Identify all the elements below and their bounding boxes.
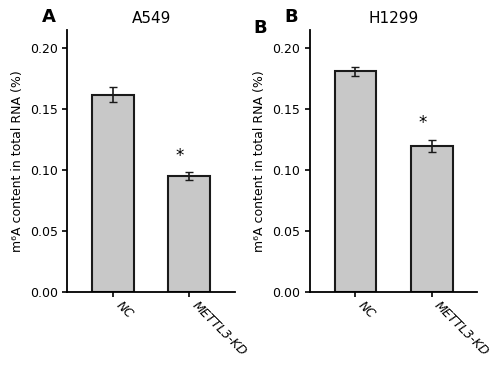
Y-axis label: m⁶A content in total RNA (%): m⁶A content in total RNA (%) (254, 70, 266, 252)
Text: B: B (284, 9, 298, 26)
Text: A: A (42, 9, 56, 26)
Y-axis label: m⁶A content in total RNA (%): m⁶A content in total RNA (%) (11, 70, 24, 252)
Bar (410, 146, 453, 292)
Text: *: * (418, 114, 426, 132)
Title: A549: A549 (132, 11, 171, 26)
Bar (334, 71, 376, 292)
Title: H1299: H1299 (368, 11, 418, 26)
Text: B: B (254, 19, 268, 37)
Bar (92, 95, 134, 292)
Text: *: * (176, 147, 184, 165)
Bar (168, 176, 210, 292)
